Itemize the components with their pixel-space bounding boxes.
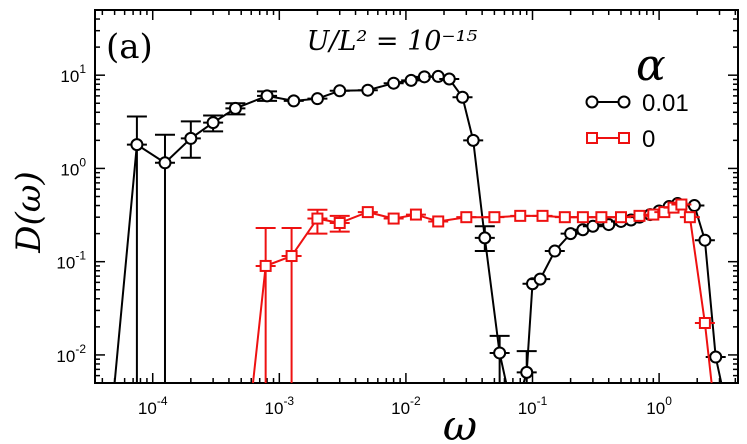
data-point-0 xyxy=(488,211,501,224)
data-point-0.01 xyxy=(698,233,712,247)
data-point-0 xyxy=(259,259,272,272)
legend-title: α xyxy=(636,40,666,91)
x-tick-label: 10-3 xyxy=(265,394,295,418)
x-tick-label: 10-4 xyxy=(138,394,168,418)
data-point-0 xyxy=(558,211,571,224)
legend-label-0: 0 xyxy=(642,126,655,153)
data-point-0 xyxy=(514,209,527,222)
data-point-0.01 xyxy=(130,138,144,152)
data-point-0 xyxy=(683,211,696,224)
legend-entry-0: 0 xyxy=(586,126,655,153)
data-point-0.01 xyxy=(310,92,324,106)
data-point-0 xyxy=(409,208,422,221)
data-point-0.01 xyxy=(456,90,470,104)
y-axis-label: D(ω) xyxy=(9,171,49,254)
data-point-0 xyxy=(647,208,660,221)
data-point-0.01 xyxy=(478,231,492,245)
y-tick-label: 10-2 xyxy=(56,342,86,366)
data-point-0 xyxy=(698,316,711,329)
data-point-0.01 xyxy=(533,272,547,286)
legend-marker-0.01-left xyxy=(585,95,599,109)
series-0 xyxy=(252,198,715,384)
legend-marker-0.01-right xyxy=(617,95,631,109)
data-point-0 xyxy=(536,209,549,222)
data-point-0 xyxy=(333,216,346,229)
y-tick-label: 101 xyxy=(60,62,86,86)
data-point-0 xyxy=(595,211,608,224)
y-tick-label: 100 xyxy=(60,155,86,179)
data-point-0.01 xyxy=(466,133,480,147)
data-point-0.01 xyxy=(520,365,534,379)
data-point-0.01 xyxy=(158,156,172,170)
legend-label-0.01: 0.01 xyxy=(642,90,689,117)
x-tick-label: 10-1 xyxy=(518,394,548,418)
data-point-0.01 xyxy=(404,73,418,87)
data-point-0.01 xyxy=(333,84,347,98)
data-point-0.01 xyxy=(564,227,578,241)
data-point-0.01 xyxy=(493,346,507,360)
data-point-0.01 xyxy=(586,219,600,233)
panel-label: (a) xyxy=(106,27,153,67)
data-point-0.01 xyxy=(709,350,723,364)
series-line-0 xyxy=(252,203,713,384)
data-point-0.01 xyxy=(206,116,220,130)
x-axis-label: ω xyxy=(443,401,477,444)
data-point-0 xyxy=(633,209,646,222)
data-point-0.01 xyxy=(228,101,242,115)
data-point-0 xyxy=(361,206,374,219)
data-point-0.01 xyxy=(287,94,301,108)
data-point-0 xyxy=(576,211,589,224)
data-point-0 xyxy=(387,212,400,225)
data-point-0.01 xyxy=(442,72,456,86)
data-point-0 xyxy=(460,211,473,224)
legend-entry-0.01: 0.01 xyxy=(585,90,689,117)
data-point-0 xyxy=(311,212,324,225)
legend: α 0.01 0 xyxy=(585,40,689,153)
y-tick-label: 10-1 xyxy=(56,249,86,273)
data-point-0.01 xyxy=(431,69,445,83)
x-tick-label: 10-2 xyxy=(391,394,421,418)
data-point-0.01 xyxy=(387,76,401,90)
legend-marker-0-left xyxy=(586,132,598,144)
data-point-0.01 xyxy=(184,131,198,145)
data-point-0 xyxy=(432,215,445,228)
data-point-0 xyxy=(675,198,688,211)
data-point-0.01 xyxy=(361,83,375,97)
data-point-0.01 xyxy=(548,244,562,258)
legend-marker-0-right xyxy=(618,132,630,144)
x-tick-label: 100 xyxy=(646,394,672,418)
data-point-0 xyxy=(614,211,627,224)
model-annotation: U/L² = 10⁻¹⁵ xyxy=(307,26,478,57)
data-point-0 xyxy=(285,250,298,263)
data-point-0.01 xyxy=(260,89,274,103)
series-0.01 xyxy=(113,69,726,384)
